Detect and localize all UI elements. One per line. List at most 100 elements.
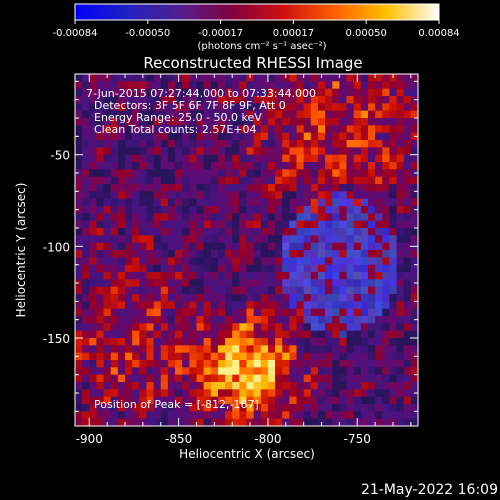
heatmap-cell: [175, 294, 183, 302]
heatmap-cell: [117, 184, 126, 192]
heatmap-cell: [89, 257, 97, 266]
heatmap-cell: [353, 316, 362, 324]
heatmap-cell: [139, 198, 147, 207]
heatmap-cell: [296, 308, 305, 317]
heatmap-cell: [260, 316, 269, 324]
heatmap-cell: [253, 352, 262, 361]
heatmap-cell: [389, 81, 397, 90]
heatmap-cell: [339, 411, 347, 420]
heatmap-cell: [346, 140, 355, 148]
heatmap-cell: [360, 184, 369, 192]
heatmap-cell: [253, 220, 262, 229]
heatmap-cell: [110, 360, 119, 368]
heatmap-cell: [303, 382, 312, 390]
heatmap-cell: [339, 198, 347, 207]
heatmap-cell: [303, 235, 312, 244]
heatmap-cell: [346, 396, 355, 405]
heatmap-cell: [239, 411, 247, 420]
heatmap-cell: [353, 323, 362, 332]
heatmap-cell: [89, 250, 97, 258]
heatmap-cell: [275, 154, 283, 163]
heatmap-cell: [139, 338, 147, 346]
heatmap-cell: [382, 74, 390, 82]
heatmap-cell: [96, 316, 104, 324]
heatmap-cell: [125, 169, 133, 178]
heatmap-cell: [167, 147, 176, 156]
heatmap-cell: [75, 250, 83, 258]
heatmap-cell: [160, 103, 169, 112]
colorbar-unit-label: (photons cm⁻² s⁻¹ asec⁻²): [197, 41, 326, 52]
heatmap-cell: [289, 206, 297, 214]
heatmap-cell: [339, 110, 347, 119]
heatmap-cell: [267, 228, 276, 236]
heatmap-cell: [103, 154, 112, 163]
heatmap-cell: [103, 220, 112, 229]
heatmap-cell: [303, 96, 312, 104]
heatmap-cell: [360, 323, 369, 332]
heatmap-cell: [75, 184, 83, 192]
heatmap-cell: [346, 242, 355, 251]
heatmap-cell: [403, 330, 412, 339]
heatmap-cell: [167, 374, 176, 383]
heatmap-cell: [232, 286, 240, 295]
heatmap-cell: [103, 235, 112, 244]
heatmap-cell: [225, 176, 233, 185]
heatmap-cell: [317, 132, 326, 141]
heatmap-cell: [132, 213, 140, 222]
heatmap-cell: [289, 330, 297, 339]
heatmap-cell: [89, 374, 97, 383]
heatmap-cell: [146, 242, 155, 251]
heatmap-cell: [167, 404, 176, 412]
heatmap-cell: [239, 96, 247, 104]
heatmap-cell: [310, 389, 319, 398]
heatmap-cell: [153, 74, 162, 82]
heatmap-cell: [325, 132, 333, 141]
heatmap-cell: [289, 294, 297, 302]
heatmap-cell: [125, 257, 133, 266]
heatmap-cell: [360, 154, 369, 163]
heatmap-cell: [282, 169, 290, 178]
heatmap-cell: [75, 198, 83, 207]
heatmap-cell: [103, 103, 112, 112]
heatmap-cell: [153, 286, 162, 295]
heatmap-cell: [246, 154, 255, 163]
heatmap-cell: [403, 396, 412, 405]
heatmap-cell: [146, 228, 155, 236]
heatmap-cell: [260, 264, 269, 273]
heatmap-cell: [232, 228, 240, 236]
heatmap-cell: [410, 308, 419, 317]
heatmap-cell: [110, 404, 119, 412]
heatmap-cell: [389, 250, 397, 258]
heatmap-cell: [132, 316, 140, 324]
heatmap-cell: [317, 184, 326, 192]
heatmap-cell: [167, 96, 176, 104]
heatmap-cell: [203, 272, 212, 280]
heatmap-cell: [396, 213, 405, 222]
heatmap-cell: [267, 345, 276, 354]
heatmap-cell: [253, 169, 262, 178]
heatmap-cell: [232, 140, 240, 148]
heatmap-cell: [146, 213, 155, 222]
heatmap-cell: [139, 96, 147, 104]
heatmap-cell: [167, 242, 176, 251]
heatmap-cell: [96, 345, 104, 354]
heatmap-cell: [332, 396, 340, 405]
heatmap-cell: [75, 360, 83, 368]
heatmap-cell: [117, 301, 126, 310]
heatmap-cell: [303, 411, 312, 420]
heatmap-cell: [139, 184, 147, 192]
heatmap-cell: [310, 404, 319, 412]
heatmap-cell: [160, 118, 169, 126]
heatmap-cell: [382, 338, 390, 346]
heatmap-cell: [303, 264, 312, 273]
heatmap-cell: [396, 272, 405, 280]
heatmap-cell: [225, 301, 233, 310]
heatmap-cell: [310, 235, 319, 244]
heatmap-cell: [346, 308, 355, 317]
heatmap-cell: [267, 242, 276, 251]
heatmap-cell: [260, 294, 269, 302]
heatmap-cell: [246, 198, 255, 207]
heatmap-cell: [289, 213, 297, 222]
heatmap-cell: [89, 220, 97, 229]
heatmap-cell: [253, 213, 262, 222]
